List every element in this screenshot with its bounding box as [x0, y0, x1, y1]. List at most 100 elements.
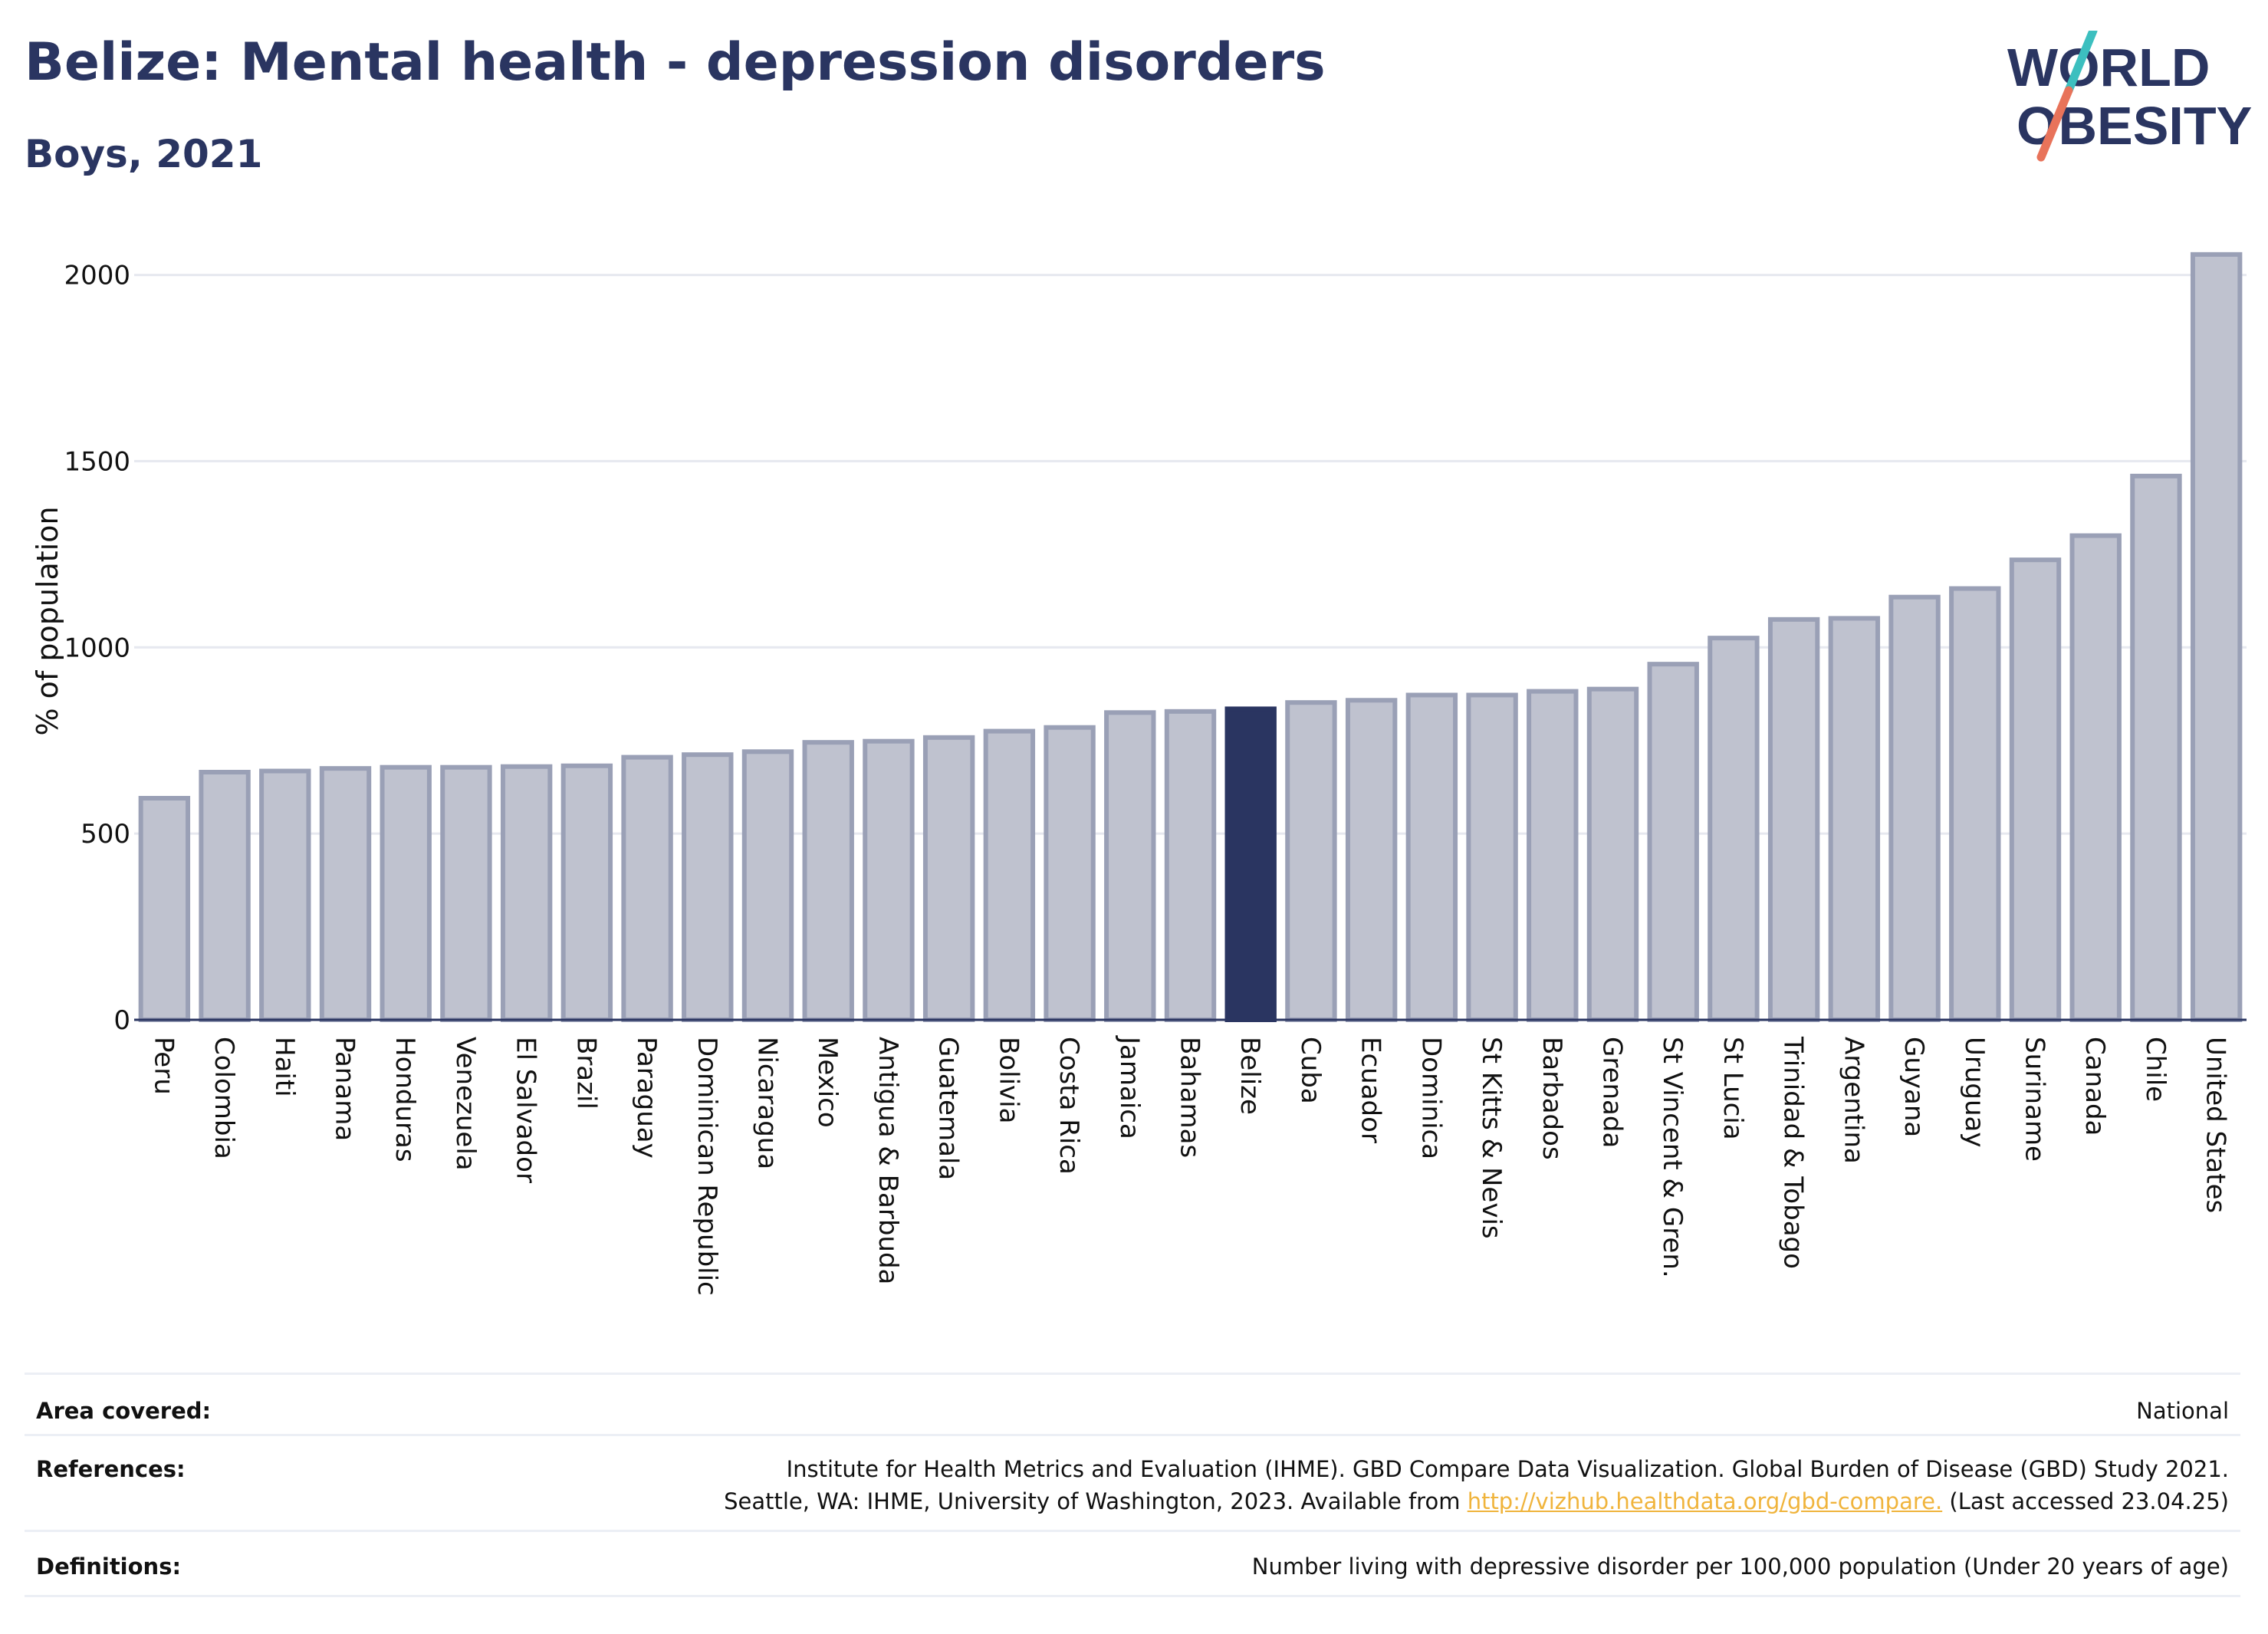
references-line2: Seattle, WA: IHME, University of Washing…: [724, 1488, 2229, 1514]
bar-dominica: [1405, 692, 1458, 1022]
x-tick-label: Peru: [148, 1037, 179, 1095]
x-axis-labels: Peru Colombia Haiti Panama Honduras Venezuela…: [148, 1035, 2230, 1296]
footer-row-area: Area covered: National: [25, 1373, 2240, 1436]
x-tick-label: Brazil: [570, 1037, 601, 1110]
x-tick-label: Belize: [1234, 1037, 1265, 1115]
x-tick-label: Guatemala: [933, 1037, 964, 1180]
bar-trinidad-tobago: [1767, 616, 1820, 1022]
bar-guatemala: [922, 735, 975, 1022]
bar-chart: 0 500 1000 1500 2000 Peru Colombia Haiti Panama…: [31, 252, 2247, 1296]
x-tick-label: Venezuela: [450, 1037, 481, 1171]
x-tick-label: United States: [2201, 1037, 2231, 1213]
bar-st-vincent-gren-: [1647, 662, 1699, 1023]
bar-cuba: [1285, 700, 1337, 1023]
bar-belize: [1224, 706, 1277, 1023]
bar-paraguay: [621, 755, 673, 1022]
x-tick-label: Bolivia: [993, 1037, 1024, 1123]
y-tick-label: 1500: [64, 446, 130, 477]
footer-row-references: References: Institute for Health Metrics…: [25, 1434, 2240, 1532]
bar-colombia: [199, 770, 251, 1022]
y-tick-label: 1000: [64, 633, 130, 663]
bar-st-lucia: [1708, 636, 1760, 1023]
y-axis-label: % of population: [31, 506, 64, 735]
footer-bottom-rule: [25, 1595, 2240, 1597]
logo-word-world: WORLD: [2007, 38, 2210, 97]
bar-st-kitts-nevis: [1466, 692, 1518, 1022]
x-tick-label: Mexico: [812, 1037, 843, 1128]
bar-suriname: [2009, 557, 2062, 1022]
x-tick-label: Colombia: [209, 1037, 239, 1159]
area-value: National: [2136, 1398, 2229, 1424]
x-tick-label: Costa Rica: [1053, 1037, 1084, 1175]
bar-el-salvador: [500, 764, 553, 1022]
bar-ecuador: [1345, 698, 1398, 1022]
bar-guyana: [1888, 594, 1941, 1022]
bar-chile: [2130, 473, 2182, 1022]
chart-title: Belize: Mental health - depression disor…: [25, 32, 1326, 93]
x-tick-label: Uruguay: [1959, 1037, 1990, 1148]
world-obesity-logo: WORLD OBESITY: [2007, 31, 2252, 162]
logo-slash-bottom: [2036, 86, 2073, 162]
x-tick-label: Jamaica: [1114, 1035, 1145, 1139]
bar-bolivia: [983, 728, 1036, 1022]
bar-canada: [2069, 533, 2122, 1022]
bar-peru: [138, 796, 191, 1022]
bar-dominican-republic: [682, 752, 734, 1023]
bar-panama: [319, 766, 372, 1023]
bar-costa-rica: [1044, 725, 1096, 1022]
x-tick-label: Bahamas: [1175, 1037, 1205, 1158]
bar-uruguay: [1949, 586, 2001, 1022]
x-tick-label: Argentina: [1838, 1037, 1869, 1164]
x-tick-label: Canada: [2079, 1037, 2110, 1136]
y-tick-label: 500: [81, 819, 130, 850]
x-tick-label: Suriname: [2020, 1037, 2050, 1162]
bar-nicaragua: [741, 749, 794, 1022]
x-tick-label: Paraguay: [631, 1037, 662, 1159]
x-tick-label: St Kitts & Nevis: [1476, 1037, 1507, 1239]
x-tick-label: Nicaragua: [752, 1037, 783, 1169]
x-tick-label: Panama: [330, 1037, 360, 1141]
bar-jamaica: [1104, 710, 1156, 1022]
y-tick-label: 2000: [64, 261, 130, 291]
bar-united-states: [2190, 252, 2243, 1023]
bar-brazil: [560, 763, 613, 1022]
logo-slash-top: [2064, 31, 2098, 95]
bar-grenada: [1586, 686, 1639, 1023]
references-label: References:: [36, 1456, 186, 1482]
x-tick-label: Dominican Republic: [692, 1037, 722, 1296]
x-tick-label: Grenada: [1597, 1037, 1628, 1148]
bar-barbados: [1527, 689, 1579, 1022]
bar-mexico: [802, 740, 854, 1023]
x-tick-label: Honduras: [390, 1037, 420, 1162]
chart-bars: [138, 252, 2243, 1023]
definitions-label: Definitions:: [36, 1553, 182, 1580]
bar-haiti: [259, 768, 311, 1022]
references-link[interactable]: http://vizhub.healthdata.org/gbd-compare…: [1467, 1488, 1943, 1514]
references-line2-post: (Last accessed 23.04.25): [1942, 1488, 2229, 1514]
x-tick-label: Dominica: [1415, 1037, 1446, 1159]
area-label: Area covered:: [36, 1398, 212, 1424]
x-tick-label: Haiti: [269, 1037, 300, 1097]
x-tick-label: Ecuador: [1356, 1037, 1386, 1143]
x-tick-label: Cuba: [1295, 1037, 1326, 1104]
bar-antigua-barbuda: [863, 738, 915, 1023]
x-tick-label: Guyana: [1898, 1037, 1929, 1137]
definitions-value: Number living with depressive disorder p…: [1251, 1553, 2229, 1580]
x-tick-label: Chile: [2140, 1037, 2171, 1102]
references-line2-pre: Seattle, WA: IHME, University of Washing…: [724, 1488, 1468, 1514]
x-tick-label: St Lucia: [1717, 1037, 1748, 1140]
bar-bahamas: [1164, 709, 1217, 1022]
bar-honduras: [380, 764, 432, 1023]
y-tick-label: 0: [113, 1005, 130, 1036]
footer-row-definitions: Definitions: Number living with depressi…: [25, 1530, 2240, 1597]
x-tick-label: Barbados: [1537, 1037, 1567, 1160]
chart-subtitle: Boys, 2021: [25, 132, 263, 176]
x-tick-label: Trinidad & Tobago: [1778, 1036, 1809, 1269]
x-tick-label: El Salvador: [511, 1037, 541, 1183]
bar-venezuela: [440, 764, 492, 1023]
x-tick-label: St Vincent & Gren.: [1657, 1037, 1688, 1278]
x-tick-label: Antigua & Barbuda: [873, 1037, 903, 1284]
y-axis-ticks: 0 500 1000 1500 2000: [64, 261, 130, 1036]
bar-argentina: [1828, 616, 1881, 1022]
references-line1: Institute for Health Metrics and Evaluat…: [786, 1456, 2229, 1482]
